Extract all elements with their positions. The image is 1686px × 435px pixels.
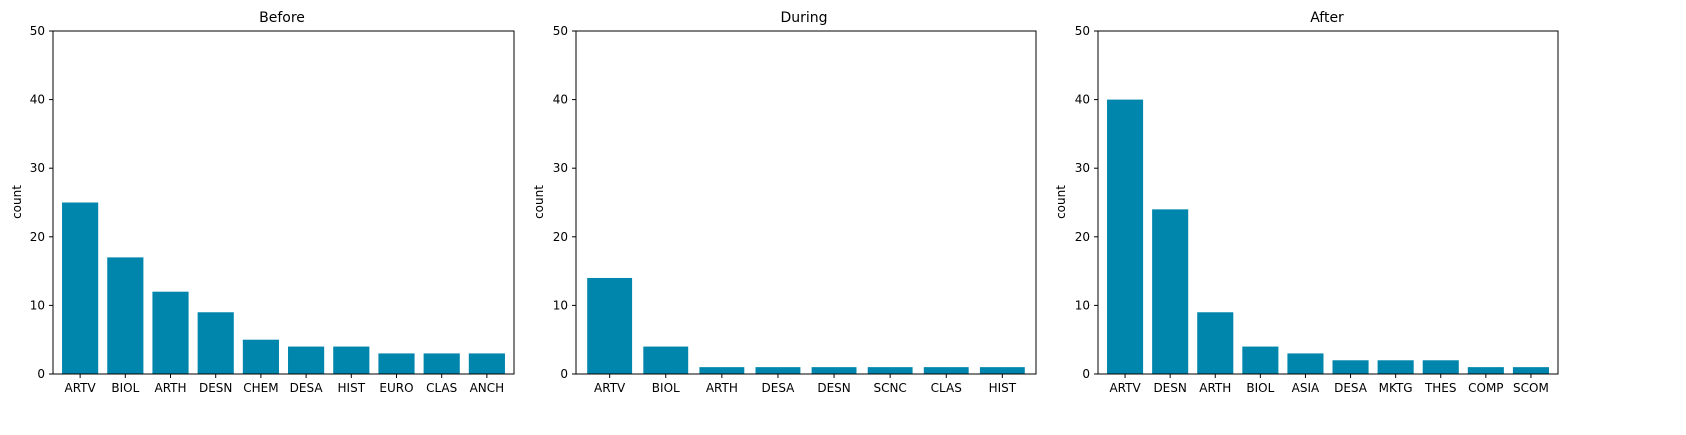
- y-tick-label: 50: [553, 24, 568, 38]
- panel-title: Before: [259, 10, 305, 26]
- x-tick-label: HIST: [338, 381, 366, 395]
- panel-after: After count ARTV DESN ARTH BIOL ASIA DESA MKTG…: [1054, 10, 1559, 395]
- x-tick-label: DESN: [199, 381, 232, 395]
- bar-anch: [468, 353, 505, 374]
- x-tick-label: HIST: [989, 381, 1017, 395]
- x-tick-label: EURO: [379, 381, 413, 395]
- bar-artv: [62, 202, 99, 374]
- y-tick-label: 40: [553, 93, 568, 107]
- x-tick-label: DESA: [762, 381, 796, 395]
- x-tick-label: ASIA: [1292, 381, 1320, 395]
- y-tick-label: 30: [1075, 161, 1090, 175]
- axes-frame: [575, 30, 1037, 375]
- y-tick-label: 50: [1075, 24, 1090, 38]
- bar-chem: [242, 339, 279, 374]
- y-tick-label: 20: [1075, 230, 1090, 244]
- panel-before: Before count ARTV BIOL ARTH DESN CHEM DESA HIS…: [10, 10, 515, 395]
- bar-artv: [1107, 99, 1144, 374]
- x-tick-label: THES: [1424, 381, 1457, 395]
- panel-title: After: [1310, 10, 1344, 26]
- x-tick-label: CLAS: [426, 381, 457, 395]
- y-tick-label: 20: [30, 230, 45, 244]
- bar-biol: [107, 257, 144, 374]
- bar-hist: [979, 367, 1025, 374]
- x-tick-label: SCOM: [1513, 381, 1549, 395]
- bar-desn: [197, 312, 234, 374]
- bar-desa: [288, 346, 325, 374]
- x-tick-label: ARTV: [594, 381, 626, 395]
- bar-asia: [1287, 353, 1324, 374]
- bar-desn: [1152, 209, 1189, 374]
- y-tick-label: 30: [553, 161, 568, 175]
- y-tick-label: 10: [30, 298, 45, 312]
- bar-arth: [1197, 312, 1234, 374]
- x-tick-label: DESN: [1153, 381, 1186, 395]
- y-tick-label: 30: [30, 161, 45, 175]
- x-tick-label: DESA: [290, 381, 324, 395]
- x-tick-label: ARTV: [1109, 381, 1141, 395]
- y-tick-label: 40: [30, 93, 45, 107]
- x-tick-label: COMP: [1468, 381, 1503, 395]
- x-tick-label: CLAS: [931, 381, 962, 395]
- bar-comp: [1467, 367, 1504, 374]
- bar-thes: [1422, 360, 1459, 374]
- bar-desa: [1332, 360, 1369, 374]
- bar-desn: [811, 367, 857, 374]
- x-tick-label: ANCH: [470, 381, 505, 395]
- x-tick-label: CHEM: [243, 381, 278, 395]
- panel-during: During count ARTV BIOL ARTH DESA DESN SCNC CLA…: [532, 10, 1037, 395]
- bar-euro: [378, 353, 415, 374]
- y-tick-label: 50: [30, 24, 45, 38]
- bar-biol: [1242, 346, 1279, 374]
- bar-scnc: [867, 367, 913, 374]
- bar-hist: [333, 346, 370, 374]
- x-tick-label: BIOL: [111, 381, 139, 395]
- x-tick-label: SCNC: [873, 381, 906, 395]
- bar-scom: [1512, 367, 1549, 374]
- bar-clas: [923, 367, 969, 374]
- bar-artv: [587, 277, 633, 374]
- x-tick-label: ARTV: [65, 381, 97, 395]
- y-axis-label: count: [10, 185, 24, 219]
- x-tick-label: DESA: [1334, 381, 1368, 395]
- y-axis-label: count: [532, 185, 546, 219]
- y-tick-label: 0: [1082, 367, 1090, 381]
- x-tick-label: MKTG: [1379, 381, 1413, 395]
- bar-biol: [643, 346, 689, 374]
- panel-title: During: [780, 10, 827, 26]
- bar-arth: [152, 291, 189, 374]
- axes-frame: [1097, 30, 1559, 375]
- bar-arth: [699, 367, 745, 374]
- x-tick-label: BIOL: [652, 381, 680, 395]
- y-tick-label: 0: [37, 367, 45, 381]
- y-axis-label: count: [1054, 185, 1068, 219]
- y-tick-label: 40: [1075, 93, 1090, 107]
- x-tick-label: BIOL: [1246, 381, 1274, 395]
- y-tick-label: 10: [553, 298, 568, 312]
- axes-frame: [52, 30, 515, 375]
- x-tick-label: DESN: [817, 381, 850, 395]
- y-tick-label: 20: [553, 230, 568, 244]
- y-tick-label: 10: [1075, 298, 1090, 312]
- x-tick-label: ARTH: [706, 381, 738, 395]
- x-tick-label: ARTH: [1199, 381, 1231, 395]
- bar-mktg: [1377, 360, 1414, 374]
- bar-clas: [423, 353, 460, 374]
- x-tick-label: ARTH: [154, 381, 186, 395]
- bar-desa: [755, 367, 801, 374]
- y-tick-label: 0: [560, 367, 568, 381]
